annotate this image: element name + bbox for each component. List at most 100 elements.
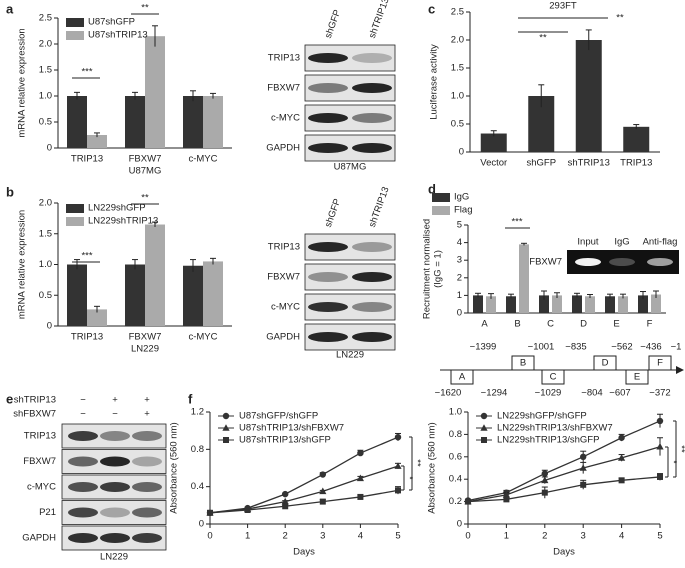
panel-label: b: [6, 184, 14, 199]
annotation: ***: [81, 251, 92, 262]
legend-marker: [222, 424, 230, 431]
x-tick-label: 5: [657, 531, 662, 542]
protein-label: c-MYC: [271, 113, 300, 124]
data-point: [580, 481, 587, 488]
data-point: [657, 473, 663, 480]
data-point: [395, 487, 401, 494]
y-tick-label: 0: [47, 321, 52, 332]
legend-swatch: [66, 31, 84, 40]
blot-band: [308, 113, 348, 123]
blot-band: [132, 533, 162, 543]
x-axis-label: U87MG: [129, 166, 162, 177]
protein-label: GAPDH: [266, 332, 300, 343]
x-tick-label: 1: [504, 531, 509, 542]
region-label: F: [657, 358, 663, 369]
y-axis-label: (IgG = 1): [433, 250, 444, 288]
lane-label: shGFP: [323, 8, 343, 40]
x-tick-label: c-MYC: [188, 154, 217, 165]
data-point: [541, 476, 549, 484]
bar: [618, 296, 628, 313]
legend-label: LN229shTRIP13/shGFP: [497, 435, 599, 446]
blot-band: [352, 272, 392, 282]
legend-label: U87shTRIP13/shGFP: [239, 435, 331, 446]
y-tick-label: 2.5: [39, 13, 52, 24]
gel-band: [647, 258, 673, 266]
annotation: *: [403, 476, 414, 480]
bar: [552, 295, 562, 313]
blot-band: [308, 143, 348, 153]
annotation: ***: [81, 67, 92, 78]
data-point: [319, 498, 326, 505]
legend-swatch: [66, 204, 84, 213]
data-point: [618, 454, 626, 461]
x-tick-label: shGFP: [526, 158, 556, 169]
y-tick-label: 0: [457, 308, 462, 319]
x-tick-label: C: [547, 319, 554, 330]
x-tick-label: A: [481, 319, 488, 330]
x-tick-label: FBXW7: [129, 332, 162, 343]
legend-label: U87shGFP: [88, 17, 135, 28]
condition-sign: −: [112, 409, 118, 420]
protein-label: GAPDH: [266, 143, 300, 154]
bar: [183, 265, 203, 326]
bar: [519, 244, 529, 313]
y-axis-label: Luciferase activity: [429, 44, 440, 120]
y-tick-label: 0: [47, 143, 52, 154]
blot-band: [68, 533, 98, 543]
blot-band: [352, 53, 392, 63]
position-label: −1001: [528, 342, 555, 353]
blot-band: [308, 242, 348, 252]
legend-marker: [480, 412, 488, 420]
data-point: [356, 474, 364, 482]
panel-label: d: [428, 181, 436, 196]
bar: [87, 309, 107, 326]
region-label: D: [602, 358, 609, 369]
legend-label: Flag: [454, 205, 472, 216]
blot-band: [132, 431, 162, 441]
y-tick-label: 1.0: [451, 91, 464, 102]
data-point: [618, 477, 625, 484]
y-tick-label: 5: [457, 220, 462, 231]
blot-band: [352, 83, 392, 93]
legend-marker: [480, 424, 488, 431]
bar: [183, 96, 203, 148]
blot-band: [352, 242, 392, 252]
data-point: [580, 453, 587, 460]
x-tick-label: 5: [395, 531, 400, 542]
data-point: [282, 490, 289, 498]
legend-swatch: [432, 206, 450, 215]
x-tick-label: 0: [465, 531, 470, 542]
data-point: [357, 493, 364, 500]
position-label: −835: [565, 342, 586, 353]
bar: [575, 40, 602, 152]
y-tick-label: 0.6: [449, 451, 462, 462]
x-tick-label: 2: [283, 531, 288, 542]
gel-row-label: FBXW7: [529, 257, 562, 268]
y-tick-label: 0.4: [449, 474, 462, 485]
lane-label: shTRIP13: [367, 0, 392, 40]
x-tick-label: shTRIP13: [568, 158, 610, 169]
blot-caption: LN229: [100, 552, 128, 563]
blot-band: [308, 332, 348, 342]
data-point: [319, 471, 326, 478]
bar: [605, 296, 615, 313]
y-tick-label: 0.2: [449, 496, 462, 507]
data-point: [656, 442, 664, 450]
condition-sign: +: [144, 409, 150, 420]
lane-label: shTRIP13: [367, 185, 392, 228]
x-axis-label: Days: [293, 547, 315, 558]
blot-band: [100, 456, 130, 467]
region-box: [450, 369, 474, 385]
region-box: [593, 355, 617, 371]
y-tick-label: 0: [457, 519, 462, 530]
blot-band: [308, 83, 348, 93]
arrow-head: [676, 366, 684, 374]
bar: [473, 295, 483, 313]
position-label: −562: [611, 342, 632, 353]
bar: [87, 135, 107, 148]
blot-caption: U87MG: [334, 162, 367, 173]
legend-marker: [223, 437, 229, 443]
legend-label: LN229shGFP: [88, 203, 146, 214]
annotation: **: [616, 13, 624, 24]
legend-label: LN229shGFP/shGFP: [497, 411, 587, 422]
